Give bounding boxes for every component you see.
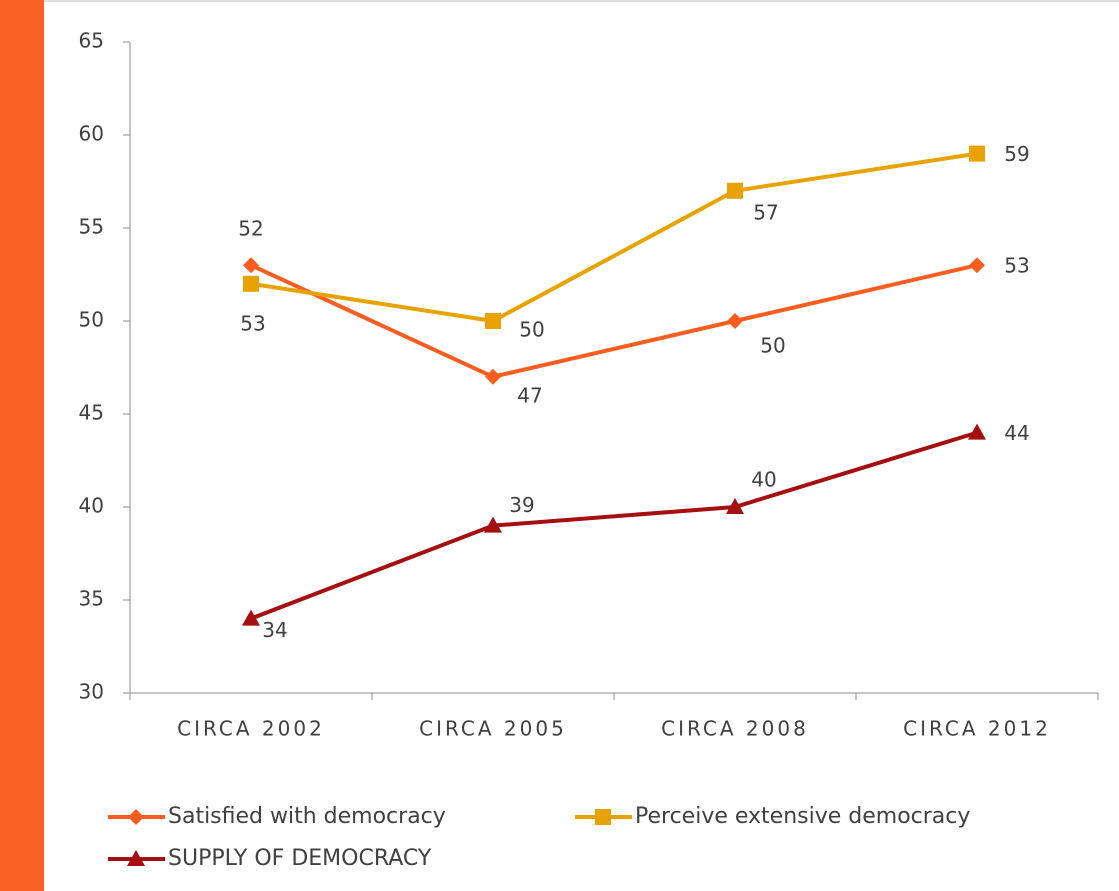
y-tick-label: 35 bbox=[79, 587, 104, 611]
legend-label: Satisfied with democracy bbox=[168, 804, 446, 829]
series-line bbox=[250, 263, 978, 379]
x-tick-label: CIRCA 2002 bbox=[177, 717, 325, 741]
data-label: 39 bbox=[509, 493, 534, 517]
x-tick-label: CIRCA 2005 bbox=[419, 717, 567, 741]
y-tick-label: 60 bbox=[79, 122, 104, 146]
side-bar bbox=[0, 0, 44, 891]
data-label: 40 bbox=[751, 468, 776, 492]
series-line bbox=[250, 151, 978, 323]
point-marker bbox=[485, 313, 501, 329]
point-marker bbox=[969, 145, 985, 162]
y-tick-label: 55 bbox=[79, 215, 104, 239]
y-tick-label: 65 bbox=[79, 29, 104, 53]
x-tick-label: CIRCA 2008 bbox=[661, 717, 809, 741]
legend-label: SUPPLY OF DEMOCRACY bbox=[168, 846, 432, 871]
series-line bbox=[250, 430, 978, 621]
point-marker bbox=[243, 257, 259, 274]
data-label: 59 bbox=[1004, 142, 1029, 166]
y-tick-label: 30 bbox=[79, 680, 104, 704]
data-label: 53 bbox=[1004, 254, 1029, 278]
data-label: 47 bbox=[517, 383, 542, 407]
data-label: 57 bbox=[753, 200, 778, 224]
y-tick-label: 40 bbox=[79, 494, 104, 518]
data-label: 53 bbox=[240, 312, 265, 336]
legend-marker bbox=[595, 809, 611, 825]
legend-marker bbox=[127, 850, 145, 866]
data-label: 44 bbox=[1004, 421, 1029, 445]
point-marker bbox=[726, 498, 744, 514]
point-marker bbox=[968, 423, 986, 440]
data-label: 52 bbox=[238, 216, 263, 240]
point-marker bbox=[727, 313, 743, 329]
y-tick-label: 45 bbox=[79, 401, 104, 425]
point-marker bbox=[243, 275, 259, 292]
legend-label: Perceive extensive democracy bbox=[635, 804, 970, 829]
data-label: 50 bbox=[760, 334, 785, 358]
point-marker bbox=[485, 368, 501, 385]
point-marker bbox=[242, 609, 260, 626]
data-label: 34 bbox=[262, 618, 287, 642]
point-marker bbox=[484, 516, 502, 533]
x-tick-label: CIRCA 2012 bbox=[903, 717, 1051, 741]
point-marker bbox=[727, 182, 743, 199]
data-label: 50 bbox=[519, 318, 544, 342]
y-tick-label: 50 bbox=[79, 308, 104, 332]
point-marker bbox=[969, 257, 985, 274]
legend-marker bbox=[128, 809, 144, 825]
